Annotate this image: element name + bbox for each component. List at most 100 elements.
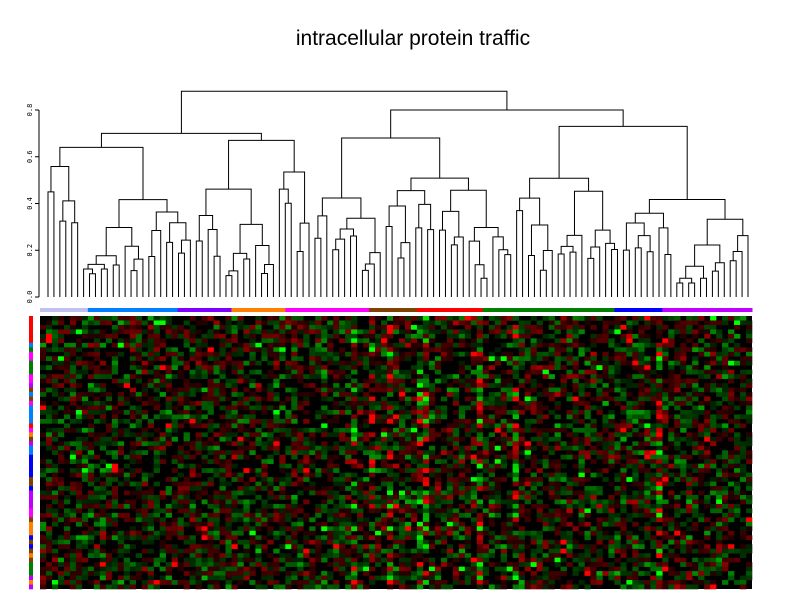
heatmap-cell	[213, 441, 220, 447]
row-cluster-segment	[29, 423, 33, 429]
heatmap-cell	[231, 472, 238, 478]
heatmap-cell	[159, 530, 166, 536]
heatmap-cell	[476, 562, 484, 567]
heatmap-cell	[51, 477, 59, 482]
heatmap-cell	[698, 441, 705, 447]
heatmap-cell	[345, 539, 352, 545]
heatmap-cell	[416, 324, 424, 330]
heatmap-cell	[273, 477, 280, 482]
heatmap-cell	[351, 486, 358, 491]
heatmap-cell	[117, 324, 125, 330]
heatmap-cell	[261, 548, 268, 554]
row-cluster-segment	[29, 316, 33, 321]
heatmap-cell	[560, 316, 567, 321]
heatmap-cell	[590, 369, 597, 375]
heatmap-cell	[99, 414, 107, 420]
heatmap-cell	[398, 338, 406, 344]
heatmap-cell	[279, 316, 286, 321]
heatmap-cell	[387, 351, 394, 357]
heatmap-cell	[237, 562, 244, 567]
heatmap-cell	[422, 530, 430, 536]
heatmap-cell	[129, 566, 137, 572]
heatmap-cell	[315, 374, 322, 379]
heatmap-cell	[249, 351, 256, 357]
heatmap-cell	[728, 495, 735, 500]
heatmap-cell	[404, 356, 412, 362]
heatmap-cell	[81, 369, 89, 375]
heatmap-cell	[219, 333, 226, 339]
heatmap-cell	[542, 342, 549, 348]
heatmap-cell	[267, 454, 274, 460]
heatmap-cell	[231, 508, 238, 514]
heatmap-cell	[656, 316, 663, 321]
heatmap-cell	[255, 481, 262, 487]
heatmap-cell	[662, 517, 669, 523]
heatmap-cell	[668, 432, 675, 438]
heatmap-cell	[584, 427, 591, 433]
heatmap-cell	[147, 351, 154, 357]
heatmap-cell	[129, 316, 137, 321]
heatmap-cell	[398, 387, 406, 393]
heatmap-cell	[470, 517, 478, 523]
dendrogram-branch	[155, 211, 179, 231]
heatmap-cell	[363, 503, 370, 509]
heatmap-cell	[123, 499, 131, 505]
heatmap-cell	[345, 351, 352, 357]
heatmap-cell	[416, 499, 424, 505]
heatmap-cell	[63, 521, 71, 527]
row-cluster-segment	[29, 566, 33, 572]
heatmap-cell	[530, 409, 537, 415]
heatmap-cell	[351, 351, 358, 357]
heatmap-cell	[440, 490, 448, 496]
heatmap-cell	[620, 409, 627, 415]
heatmap-cell	[668, 571, 675, 576]
heatmap-cell	[440, 450, 448, 456]
heatmap-cell	[494, 392, 502, 397]
heatmap-cell	[105, 338, 113, 344]
heatmap-cell	[135, 320, 143, 326]
heatmap-cell	[153, 436, 160, 442]
heatmap-cell	[261, 535, 268, 541]
heatmap-cell	[273, 316, 280, 321]
heatmap-cell	[644, 508, 651, 514]
heatmap-cell	[243, 436, 250, 442]
heatmap-cell	[333, 432, 340, 438]
heatmap-cell	[363, 553, 370, 558]
heatmap-cell	[195, 566, 202, 572]
heatmap-cell	[369, 320, 376, 326]
heatmap-cell	[536, 365, 543, 371]
heatmap-cell	[740, 490, 747, 496]
heatmap-cell	[548, 392, 555, 397]
heatmap-cell	[644, 365, 651, 371]
heatmap-cell	[452, 320, 460, 326]
heatmap-cell	[339, 320, 346, 326]
heatmap-cell	[626, 409, 633, 415]
heatmap-cell	[494, 383, 502, 388]
heatmap-cell	[452, 392, 460, 397]
heatmap-cell	[381, 432, 388, 438]
heatmap-cell	[500, 463, 507, 469]
heatmap-cell	[285, 512, 292, 518]
heatmap-cell	[387, 387, 394, 393]
heatmap-cell	[428, 360, 436, 366]
heatmap-cell	[620, 566, 627, 572]
heatmap-cell	[51, 508, 59, 514]
heatmap-cell	[698, 566, 705, 572]
heatmap-cell	[614, 575, 621, 581]
heatmap-cell	[692, 512, 699, 518]
heatmap-cell	[261, 459, 268, 464]
heatmap-cell	[518, 450, 525, 456]
heatmap-cell	[105, 396, 113, 402]
heatmap-cell	[207, 562, 214, 567]
heatmap-cell	[464, 418, 472, 424]
heatmap-cell	[291, 316, 298, 321]
heatmap-cell	[249, 360, 256, 366]
heatmap-cell	[69, 387, 77, 393]
heatmap-cell	[722, 356, 729, 362]
heatmap-cell	[69, 441, 77, 447]
heatmap-cell	[566, 477, 573, 482]
heatmap-cell	[620, 548, 627, 554]
heatmap-cell	[375, 575, 382, 581]
heatmap-cell	[63, 441, 71, 447]
heatmap-cell	[446, 499, 454, 505]
